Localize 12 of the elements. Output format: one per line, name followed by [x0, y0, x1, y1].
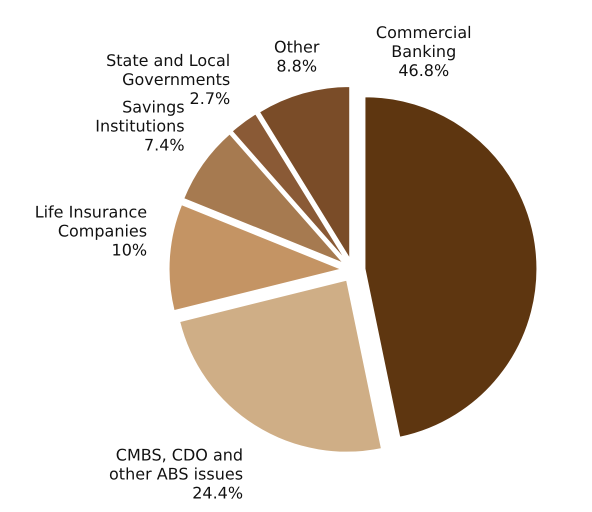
slice-label: Savings Institutions: [95, 98, 185, 136]
data-label: 2.7%: [190, 89, 230, 108]
slice-label: Commercial Banking: [376, 23, 472, 62]
data-label: 46.8%: [398, 61, 450, 80]
slice-label: Other: [274, 37, 320, 56]
data-label: 7.4%: [144, 136, 185, 155]
data-label: 8.8%: [276, 56, 318, 76]
slice-label: CMBS, CDO and other ABS issues: [109, 446, 244, 484]
slice-label: State and Local Governments: [106, 51, 230, 90]
data-label: 24.4%: [192, 484, 244, 503]
slice-label: Life Insurance Companies: [34, 202, 148, 240]
data-label: 10%: [112, 240, 148, 260]
